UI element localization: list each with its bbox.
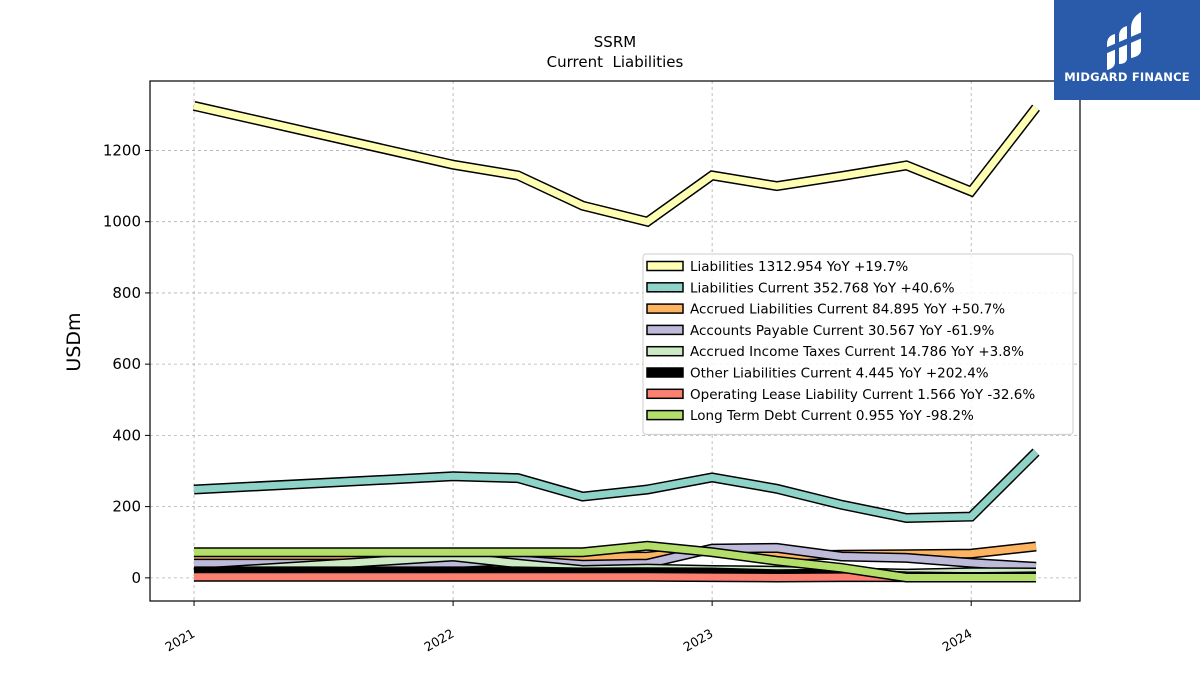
legend-item: Operating Lease Liability Current 1.566 … [646, 387, 1035, 403]
legend-swatch [646, 260, 684, 272]
series-line [192, 101, 1040, 228]
legend-swatch [646, 367, 684, 378]
x-tick-label: 2022 [421, 626, 456, 655]
legend-item: Accounts Payable Current 30.567 YoY -61.… [646, 323, 995, 339]
chart-subtitle: Current Liabilities [547, 53, 684, 71]
midgard-finance-logo: MIDGARD FINANCE [1054, 0, 1200, 100]
legend-box [642, 253, 1074, 435]
y-tick-label: 0 [131, 569, 141, 587]
legend-swatch [646, 282, 684, 293]
series-line [193, 448, 1040, 524]
legend-label: Accrued Liabilities Current 84.895 YoY +… [690, 302, 1005, 318]
series-line [194, 540, 1036, 583]
legend-label: Long Term Debt Current 0.955 YoY -98.2% [690, 408, 974, 424]
legend-item: Other Liabilities Current 4.445 YoY +202… [646, 366, 989, 382]
legend-swatch [646, 409, 684, 421]
plot-frame [149, 80, 1081, 602]
series-layer [192, 101, 1040, 583]
legend-label: Liabilities Current 352.768 YoY +40.6% [690, 280, 955, 296]
legend-label: Liabilities 1312.954 YoY +19.7% [690, 259, 908, 275]
series-line-fill [194, 542, 1036, 581]
axis-ticks: 0 200 400 600 800 1000 1200 2021 2022 2023 2024 [103, 141, 975, 654]
legend-item: Long Term Debt Current 0.955 YoY -98.2% [646, 408, 974, 424]
y-tick-label: 1000 [103, 213, 141, 231]
x-tick-label: 2023 [680, 626, 715, 655]
x-tick-label: 2024 [940, 626, 975, 655]
legend-item: Accrued Income Taxes Current 14.786 YoY … [646, 344, 1024, 360]
series-line-fill [193, 102, 1039, 226]
legend-item: Liabilities 1312.954 YoY +19.7% [646, 259, 908, 275]
legend-label: Accounts Payable Current 30.567 YoY -61.… [690, 323, 995, 339]
legend-swatch [646, 388, 684, 400]
legend-item: Liabilities Current 352.768 YoY +40.6% [646, 280, 955, 296]
legend-label: Operating Lease Liability Current 1.566 … [690, 387, 1035, 403]
legend-swatch [646, 345, 684, 357]
y-axis-label: USDm [63, 312, 85, 371]
x-tick-label: 2021 [162, 626, 197, 655]
y-tick-label: 800 [112, 284, 141, 302]
logo-text: MIDGARD FINANCE [1064, 70, 1190, 84]
legend-item: Accrued Liabilities Current 84.895 YoY +… [646, 302, 1005, 318]
y-tick-label: 1200 [103, 141, 141, 159]
legend-swatch [646, 303, 684, 314]
y-tick-label: 600 [112, 355, 141, 373]
legend-label: Other Liabilities Current 4.445 YoY +202… [690, 366, 989, 382]
midgard-logo-icon [1105, 12, 1147, 70]
chart-title: SSRM [594, 33, 636, 51]
y-tick-label: 200 [112, 498, 141, 516]
legend-swatch [646, 324, 684, 336]
legend: Liabilities 1312.954 YoY +19.7% Liabiliti… [642, 253, 1074, 435]
legend-label: Accrued Income Taxes Current 14.786 YoY … [690, 344, 1024, 360]
y-tick-label: 400 [112, 426, 141, 444]
series-line-fill [193, 449, 1039, 522]
